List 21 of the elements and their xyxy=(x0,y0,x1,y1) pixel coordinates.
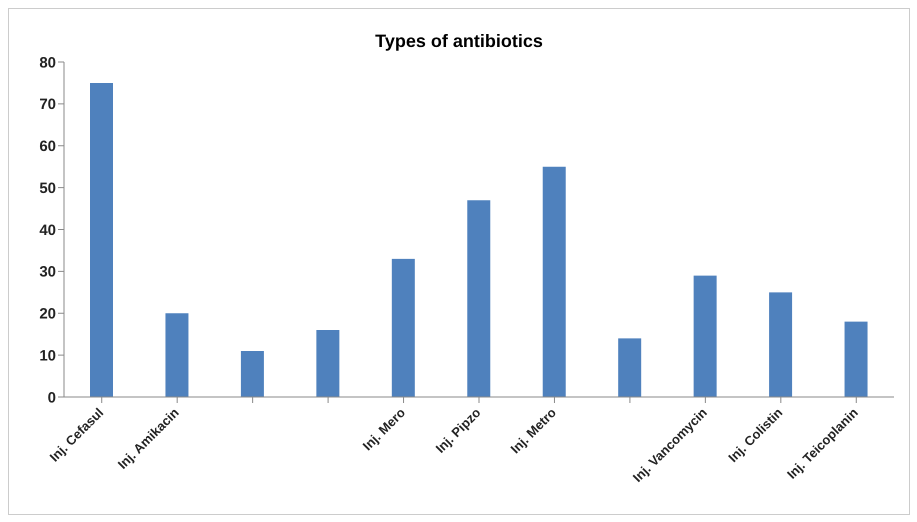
bar xyxy=(165,313,188,397)
y-tick-label: 10 xyxy=(39,347,56,364)
y-tick-label: 30 xyxy=(39,264,56,281)
y-tick-label: 60 xyxy=(39,138,56,156)
bar xyxy=(392,258,415,397)
bar xyxy=(769,292,792,397)
bar xyxy=(467,200,490,397)
y-tick-label: 50 xyxy=(39,180,56,197)
y-tick-label: 40 xyxy=(39,222,56,239)
bar xyxy=(618,338,642,397)
bar xyxy=(316,330,340,397)
y-tick-label: 0 xyxy=(48,389,56,406)
bar xyxy=(844,322,868,397)
bar xyxy=(240,350,264,397)
bar xyxy=(542,166,566,397)
bar xyxy=(90,82,113,397)
y-tick-label: 20 xyxy=(39,306,56,323)
bar xyxy=(694,276,717,397)
chart-title: Types of antibiotics xyxy=(374,31,544,52)
y-tick-label: 70 xyxy=(39,96,56,114)
y-tick-label: 80 xyxy=(39,54,56,72)
